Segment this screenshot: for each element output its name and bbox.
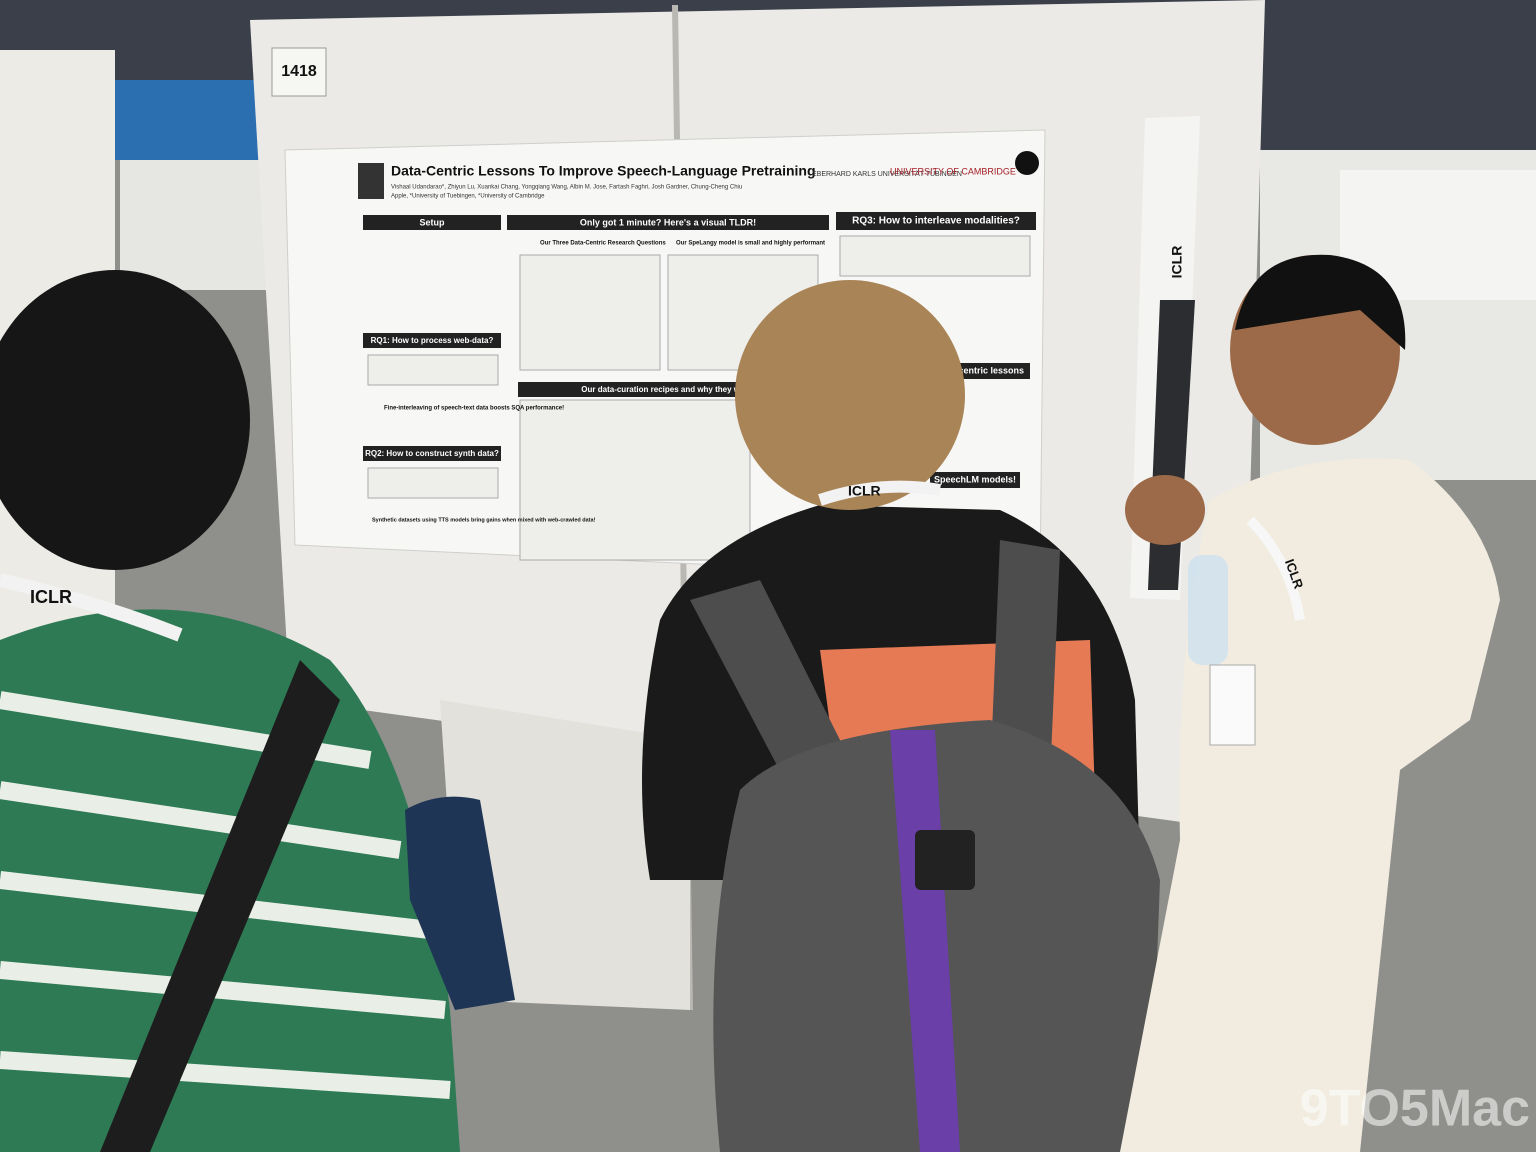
figure [519, 254, 661, 371]
section-title: Setup [419, 217, 445, 227]
apple-logo [1015, 151, 1039, 175]
section-header [836, 212, 1036, 230]
table [367, 354, 499, 386]
section-header [363, 333, 501, 348]
section-title: RQ1: How to process web-data? [371, 336, 494, 345]
table [367, 467, 499, 499]
section-header [518, 382, 748, 397]
hair [0, 270, 250, 570]
poster-affiliations: Apple, *University of Tuebingen, *Univer… [391, 194, 545, 200]
person-middle: ICLR [642, 280, 1160, 1152]
person-right: ICLR [1120, 254, 1500, 1152]
badge [1209, 664, 1256, 746]
floor-bag [405, 796, 515, 1010]
water-bottle [1188, 555, 1228, 665]
cambridge-logo: UNIVERSITY OF CAMBRIDGE [890, 166, 1016, 176]
lanyard [818, 480, 941, 506]
banner-logo: ICLR [1169, 246, 1185, 279]
hair [1235, 254, 1406, 350]
section-header [363, 215, 501, 230]
backpack-straps [690, 540, 1060, 790]
qr-code [358, 163, 384, 199]
poster-title: Data-Centric Lessons To Improve Speech-L… [391, 163, 816, 179]
lanyard-text: ICLR [848, 483, 881, 499]
section-title: RQ2: How to construct synth data? [365, 449, 499, 458]
section-header [363, 446, 501, 461]
tubingen-logo: EBERHARD KARLS UNIVERSITÄT TÜBINGEN [812, 170, 962, 178]
section-title: RQ3: How to interleave modalities? [852, 216, 1020, 227]
purple-strap [890, 730, 960, 1152]
section-title: data-centric lessons [937, 365, 1024, 375]
section-header [507, 215, 829, 230]
poster-authors: Vishaal Udandarao*, Zhiyun Lu, Xuankai C… [391, 185, 742, 191]
lanyard [0, 573, 183, 642]
hair [735, 280, 965, 510]
backpack-strap [100, 660, 340, 1152]
booth-sign [271, 47, 327, 97]
buckle [915, 830, 975, 890]
section-title: SpeechLM models! [934, 474, 1016, 484]
table [839, 235, 1031, 277]
hands [1125, 475, 1205, 545]
figure [519, 399, 751, 561]
lanyard-text: ICLR [30, 587, 72, 607]
person-left: ICLR [0, 270, 460, 1152]
subheading: Our Three Data-Centric Research Question… [540, 241, 666, 247]
section-header [930, 472, 1020, 488]
hall-sign [100, 80, 260, 160]
booth-number: 1418 [281, 63, 317, 80]
takeaway: Synthetic datasets using TTS models brin… [372, 517, 596, 523]
subheading: Our SpeLangy model is small and highly p… [676, 241, 825, 247]
lanyard [1246, 516, 1305, 621]
section-title: Our data-curation recipes and why they w [581, 385, 740, 394]
section-title: Only got 1 minute? Here's a visual TLDR! [580, 217, 756, 227]
far-panel [120, 160, 270, 290]
watermark: 9TO5Mac [1300, 1080, 1530, 1138]
takeaway: Fine-interleaving of speech-text data bo… [384, 406, 564, 412]
